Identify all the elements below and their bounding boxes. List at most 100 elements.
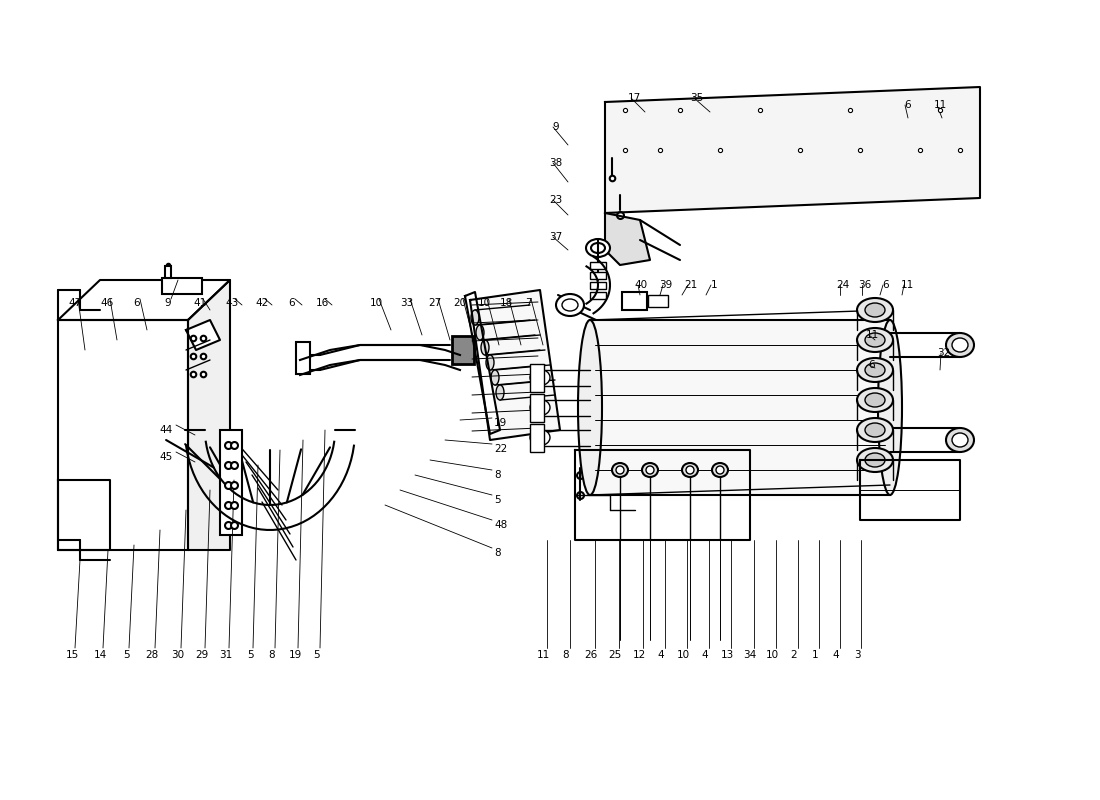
Ellipse shape bbox=[476, 325, 484, 340]
Text: 42: 42 bbox=[255, 298, 268, 308]
Ellipse shape bbox=[530, 399, 550, 415]
Text: 5: 5 bbox=[314, 650, 320, 660]
Text: 47: 47 bbox=[68, 298, 81, 308]
Bar bbox=[58, 320, 188, 550]
Text: 41: 41 bbox=[194, 298, 207, 308]
Ellipse shape bbox=[491, 370, 499, 385]
Polygon shape bbox=[58, 280, 230, 320]
Text: 15: 15 bbox=[65, 650, 78, 660]
Text: 35: 35 bbox=[691, 93, 704, 103]
Text: 28: 28 bbox=[145, 650, 158, 660]
Text: 43: 43 bbox=[226, 298, 239, 308]
Ellipse shape bbox=[586, 239, 611, 257]
Bar bbox=[648, 295, 668, 307]
Bar bbox=[165, 266, 170, 278]
Text: 10: 10 bbox=[766, 650, 779, 660]
Bar bbox=[590, 272, 606, 279]
Text: 36: 36 bbox=[858, 280, 871, 290]
Ellipse shape bbox=[530, 370, 550, 386]
Text: 33: 33 bbox=[400, 298, 414, 308]
Ellipse shape bbox=[496, 385, 504, 400]
Ellipse shape bbox=[556, 294, 584, 316]
Text: 11: 11 bbox=[934, 100, 947, 110]
Ellipse shape bbox=[578, 320, 602, 495]
Text: 21: 21 bbox=[684, 280, 697, 290]
Text: 10: 10 bbox=[676, 650, 690, 660]
Text: 24: 24 bbox=[836, 280, 849, 290]
Text: 11: 11 bbox=[901, 280, 914, 290]
Ellipse shape bbox=[857, 448, 893, 472]
Text: 39: 39 bbox=[659, 280, 672, 290]
Bar bbox=[452, 336, 474, 364]
Text: 4: 4 bbox=[833, 650, 839, 660]
Text: 40: 40 bbox=[635, 280, 648, 290]
Ellipse shape bbox=[865, 363, 886, 377]
Ellipse shape bbox=[712, 463, 728, 477]
Text: 9: 9 bbox=[552, 122, 559, 132]
Bar bbox=[530, 394, 544, 422]
Text: 1: 1 bbox=[812, 650, 818, 660]
Polygon shape bbox=[186, 320, 220, 350]
Text: 1: 1 bbox=[711, 280, 717, 290]
Ellipse shape bbox=[857, 298, 893, 322]
Bar bbox=[530, 363, 544, 391]
Ellipse shape bbox=[612, 463, 628, 477]
Text: 18: 18 bbox=[499, 298, 513, 308]
Ellipse shape bbox=[865, 423, 886, 437]
Polygon shape bbox=[465, 292, 501, 434]
Ellipse shape bbox=[642, 463, 658, 477]
Text: 31: 31 bbox=[219, 650, 232, 660]
Ellipse shape bbox=[471, 310, 478, 325]
Text: 6: 6 bbox=[882, 280, 889, 290]
Ellipse shape bbox=[616, 466, 624, 474]
Text: 44: 44 bbox=[160, 425, 173, 435]
Text: 6: 6 bbox=[134, 298, 141, 308]
Polygon shape bbox=[470, 290, 560, 440]
Polygon shape bbox=[575, 450, 750, 540]
Bar bbox=[296, 342, 310, 374]
Polygon shape bbox=[605, 213, 650, 265]
Text: 3: 3 bbox=[854, 650, 860, 660]
Ellipse shape bbox=[686, 466, 694, 474]
Text: 25: 25 bbox=[608, 650, 622, 660]
Text: 8: 8 bbox=[563, 650, 570, 660]
Text: 2: 2 bbox=[791, 650, 798, 660]
Ellipse shape bbox=[716, 466, 724, 474]
Ellipse shape bbox=[857, 358, 893, 382]
Text: 5: 5 bbox=[246, 650, 253, 660]
Text: 37: 37 bbox=[549, 232, 562, 242]
Text: 45: 45 bbox=[160, 452, 173, 462]
Text: 8: 8 bbox=[268, 650, 275, 660]
Text: 16: 16 bbox=[316, 298, 329, 308]
Text: 6: 6 bbox=[904, 100, 911, 110]
Text: 6: 6 bbox=[869, 360, 876, 370]
Text: 19: 19 bbox=[288, 650, 301, 660]
Text: 20: 20 bbox=[453, 298, 466, 308]
Ellipse shape bbox=[591, 243, 605, 253]
Ellipse shape bbox=[946, 428, 974, 452]
Text: 38: 38 bbox=[549, 158, 562, 168]
Ellipse shape bbox=[946, 333, 974, 357]
Text: 11: 11 bbox=[537, 650, 550, 660]
Text: 8: 8 bbox=[494, 548, 501, 558]
Text: 46: 46 bbox=[100, 298, 113, 308]
Text: 4: 4 bbox=[702, 650, 708, 660]
Bar bbox=[590, 282, 606, 289]
Ellipse shape bbox=[857, 328, 893, 352]
Polygon shape bbox=[860, 460, 960, 520]
Ellipse shape bbox=[682, 463, 698, 477]
Text: 22: 22 bbox=[494, 444, 507, 454]
Text: 5: 5 bbox=[123, 650, 130, 660]
Text: 4: 4 bbox=[658, 650, 664, 660]
Text: 17: 17 bbox=[627, 93, 640, 103]
Text: 14: 14 bbox=[94, 650, 107, 660]
Text: 19: 19 bbox=[494, 418, 507, 428]
Text: 13: 13 bbox=[720, 650, 734, 660]
Ellipse shape bbox=[952, 433, 968, 447]
Ellipse shape bbox=[562, 299, 578, 311]
Bar bbox=[530, 423, 544, 451]
Ellipse shape bbox=[865, 303, 886, 317]
Text: 26: 26 bbox=[584, 650, 597, 660]
Text: 30: 30 bbox=[172, 650, 185, 660]
Text: 7: 7 bbox=[525, 298, 531, 308]
